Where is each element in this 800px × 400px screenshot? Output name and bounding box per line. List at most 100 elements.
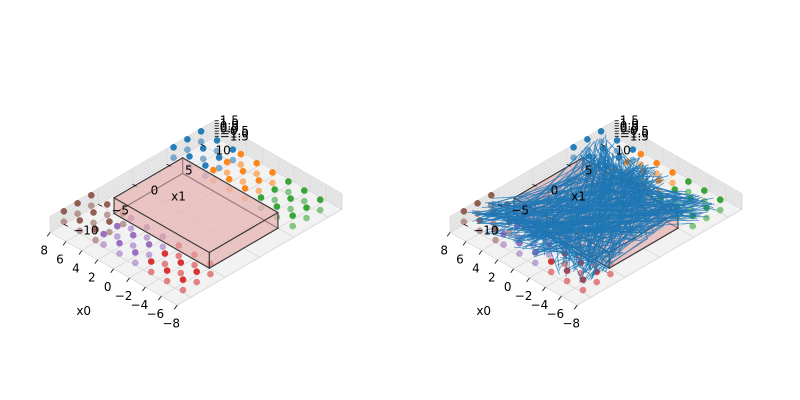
data-point-series-1	[669, 179, 676, 187]
data-point-series-4	[132, 249, 139, 256]
x-tick-mark	[446, 232, 451, 237]
data-point-series-1	[210, 166, 217, 174]
x-tick-label: 0	[504, 280, 512, 294]
z-tick-label: −1.0	[220, 127, 249, 141]
data-point-series-5	[492, 236, 499, 244]
data-point-series-3	[563, 277, 571, 285]
data-point-series-2	[689, 222, 696, 230]
trajectory-line	[574, 143, 683, 224]
data-point-series-4	[129, 242, 137, 249]
trajectory-line	[520, 203, 712, 241]
data-point-series-3	[191, 261, 198, 269]
data-point-series-3	[147, 268, 155, 276]
x-tick-mark	[142, 286, 146, 292]
x-tick-label: 2	[488, 271, 496, 285]
data-point-series-3	[161, 260, 169, 268]
data-point-series-4	[100, 230, 107, 238]
data-point-series-4	[143, 234, 151, 241]
data-point-series-2	[271, 186, 279, 193]
data-point-series-4	[500, 241, 507, 248]
data-point-series-0	[570, 144, 577, 151]
y-tick-label: −5	[111, 203, 129, 217]
data-point-series-5	[76, 217, 84, 224]
data-point-series-4	[145, 241, 153, 248]
trajectory-line	[596, 158, 614, 192]
z-tick-label: 0.0	[620, 122, 639, 136]
data-point-series-1	[253, 159, 260, 167]
data-point-series-0	[202, 162, 209, 169]
data-point-series-2	[301, 197, 308, 205]
x-tick-mark	[94, 259, 99, 264]
y-tick-mark	[200, 143, 206, 147]
x-tick-label: 2	[88, 271, 96, 285]
x-tick-label: −4	[531, 298, 549, 312]
x-tick-mark	[78, 250, 83, 255]
data-point-series-5	[460, 208, 468, 215]
data-point-series-3	[579, 286, 587, 294]
data-point-series-3	[193, 268, 200, 276]
y-tick-label: 5	[585, 163, 593, 177]
trajectory-line	[602, 167, 695, 207]
y-tick-mark	[600, 143, 606, 147]
trajectory-line	[522, 155, 653, 231]
trajectory-line	[487, 203, 649, 263]
x-tick-label: −6	[546, 307, 564, 321]
trajectory-line	[506, 209, 697, 222]
x-tick-mark	[526, 277, 530, 283]
data-point-series-5	[92, 236, 99, 244]
y-tick-label: 10	[215, 143, 230, 157]
data-point-series-3	[179, 276, 187, 284]
chart-left: −8−6−4−202468x0−10−50510x1−1.5−1.0−0.50.…	[40, 114, 343, 330]
data-point-series-3	[207, 270, 214, 278]
data-point-series-3	[177, 259, 185, 266]
y-tick-mark	[532, 183, 537, 187]
data-point-series-1	[223, 169, 231, 176]
z-tick-label: 0.0	[220, 122, 239, 136]
data-point-series-1	[237, 150, 245, 158]
data-point-series-3	[179, 286, 187, 294]
data-point-series-2	[285, 178, 292, 185]
z-tick-label: 0.5	[620, 119, 639, 133]
y-tick-label: 5	[185, 163, 193, 177]
y-tick-label: −10	[73, 223, 98, 237]
x-tick-mark	[542, 286, 546, 292]
grid-line-z	[449, 120, 743, 218]
trajectory-line	[549, 154, 587, 250]
data-point-series-4	[532, 259, 539, 267]
data-point-series-5	[76, 227, 84, 235]
x-tick-mark	[173, 305, 178, 310]
data-point-series-4	[545, 251, 553, 259]
x-axis-label: x0	[476, 304, 491, 318]
data-point-series-0	[213, 147, 221, 155]
trajectory-line	[507, 171, 656, 231]
data-point-series-0	[613, 137, 621, 144]
data-point-series-0	[215, 164, 223, 172]
data-point-series-2	[285, 188, 292, 196]
data-point-series-1	[269, 179, 276, 187]
data-point-series-1	[237, 161, 245, 168]
data-point-series-5	[88, 202, 95, 209]
data-point-series-4	[145, 251, 153, 259]
data-point-series-2	[303, 214, 310, 222]
data-point-series-5	[119, 220, 127, 228]
x-tick-label: −8	[562, 316, 580, 330]
y-tick-label: 10	[615, 143, 630, 157]
data-point-series-5	[476, 227, 484, 235]
x-tick-mark	[62, 241, 67, 246]
data-point-series-5	[90, 219, 97, 227]
y-tick-mark	[566, 163, 571, 167]
data-point-series-0	[184, 146, 191, 153]
chart-right: −8−6−4−202468x0−10−50510x1−1.5−1.0−0.50.…	[440, 114, 743, 330]
data-point-series-5	[460, 218, 468, 225]
y-tick-label: 0	[151, 183, 159, 197]
y-tick-label: −5	[511, 203, 529, 217]
data-point-series-2	[716, 206, 724, 214]
data-point-series-3	[593, 278, 600, 286]
data-point-series-0	[199, 145, 207, 152]
x-tick-label: 4	[472, 262, 480, 276]
trajectory-line	[484, 205, 681, 217]
x-tick-mark	[558, 295, 562, 301]
x-tick-label: 6	[456, 252, 464, 266]
x-tick-label: −8	[162, 316, 180, 330]
data-point-series-1	[637, 150, 645, 158]
